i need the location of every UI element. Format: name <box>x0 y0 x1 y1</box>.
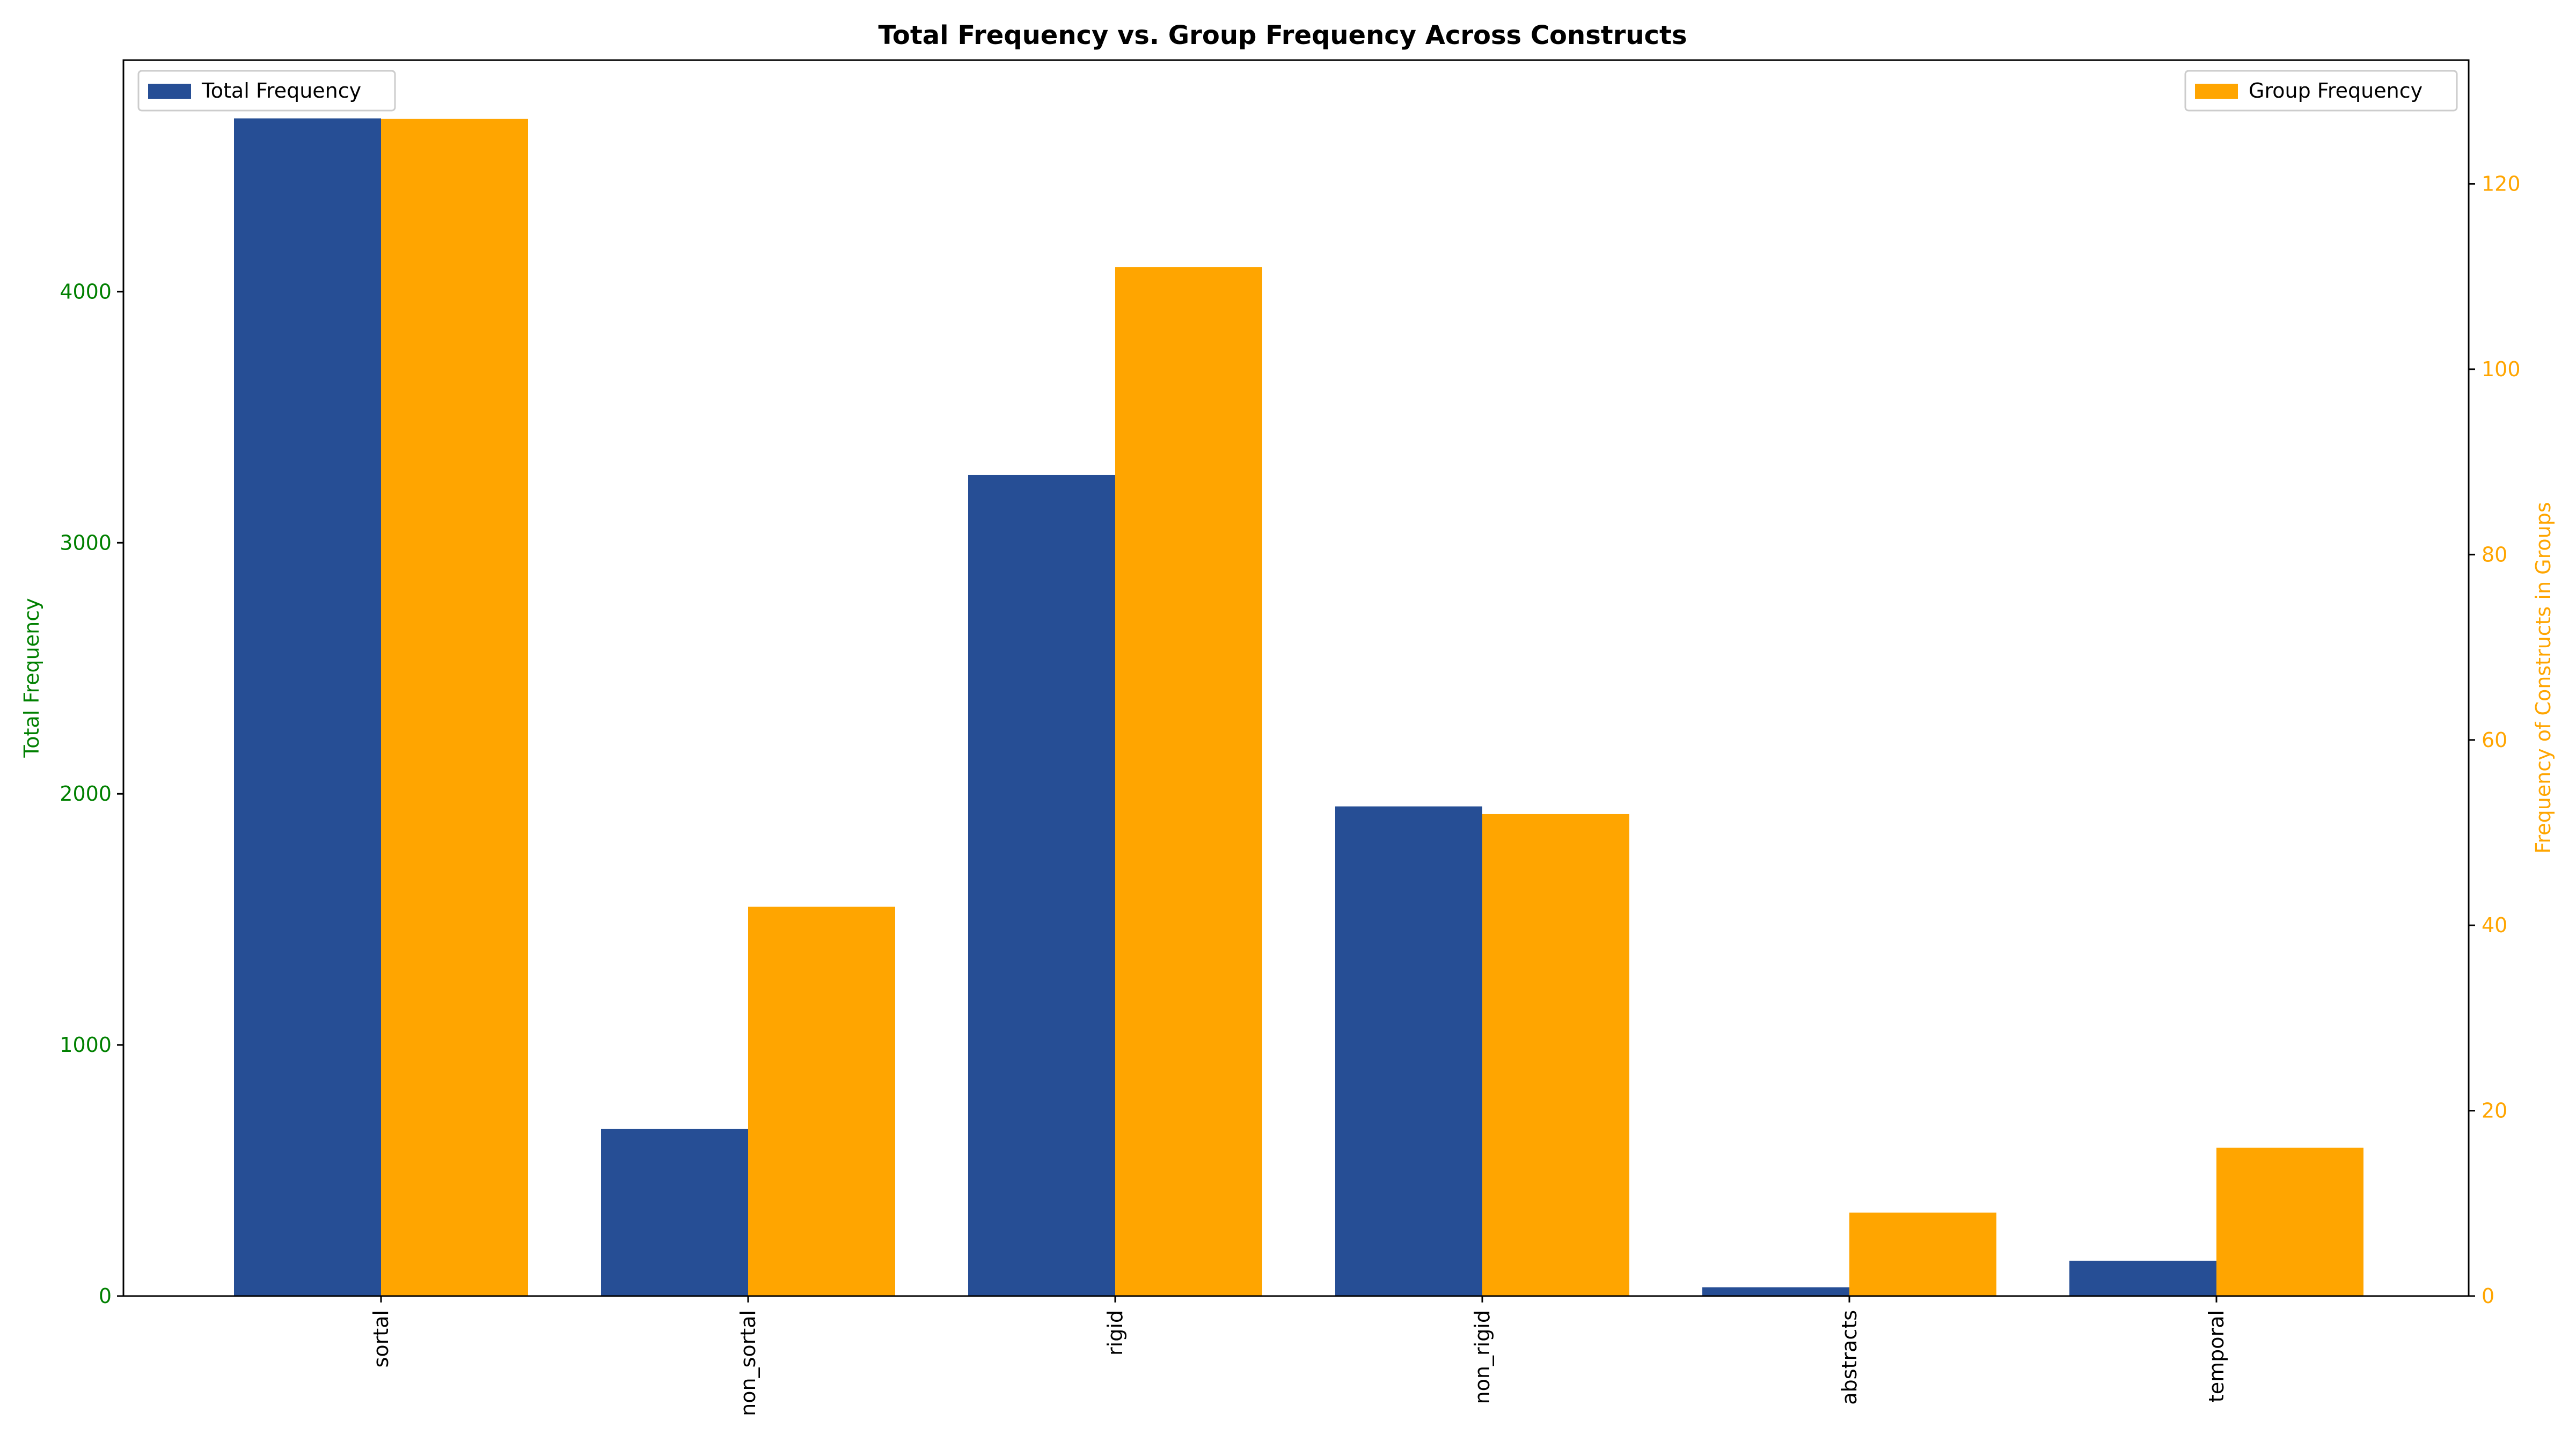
x-tick-label-sortal: sortal <box>369 1310 393 1367</box>
bar-total-frequency-abstracts <box>1702 1287 1849 1296</box>
y-tick-label-right: 80 <box>2482 543 2507 566</box>
y-tick-label-right: 100 <box>2482 357 2521 381</box>
y-axis-label-right: Frequency of Constructs in Groups <box>2531 502 2555 853</box>
x-tick-label-temporal: temporal <box>2205 1310 2228 1402</box>
x-tick-label-non-rigid: non_rigid <box>1470 1310 1494 1404</box>
legend-swatch-group-frequency <box>2195 84 2238 99</box>
bar-total-frequency-non-sortal <box>601 1129 748 1296</box>
y-tick-label-right: 40 <box>2482 913 2507 937</box>
bar-group-frequency-temporal <box>2216 1147 2363 1296</box>
bar-total-frequency-rigid <box>968 474 1115 1297</box>
y-axis-label-left: Total Frequency <box>20 598 43 758</box>
legend-swatch-total-frequency <box>148 84 191 99</box>
y-tick-label-right: 60 <box>2482 728 2507 752</box>
legend-total-frequency: Total Frequency <box>137 70 396 112</box>
y-tick-label-right: 120 <box>2482 172 2521 196</box>
bar-group-frequency-sortal <box>381 119 528 1296</box>
x-tick-label-abstracts: abstracts <box>1838 1310 1861 1405</box>
bar-total-frequency-non-rigid <box>1335 806 1482 1296</box>
bar-total-frequency-sortal <box>234 118 381 1296</box>
plot-area-frame <box>122 59 2470 1297</box>
bar-group-frequency-non-sortal <box>748 906 895 1296</box>
bar-group-frequency-rigid <box>1115 267 1262 1296</box>
y-tick-label-left: 4000 <box>60 280 112 303</box>
y-tick-label-left: 2000 <box>60 782 112 806</box>
y-tick-label-right: 20 <box>2482 1099 2507 1123</box>
chart-title: Total Frequency vs. Group Frequency Acro… <box>878 20 1687 50</box>
bar-group-frequency-non-rigid <box>1482 814 1629 1296</box>
bar-group-frequency-abstracts <box>1849 1212 1996 1296</box>
x-tick-label-rigid: rigid <box>1103 1310 1127 1356</box>
legend-group-frequency: Group Frequency <box>2184 70 2458 112</box>
legend-label-total-frequency: Total Frequency <box>201 79 361 103</box>
legend-label-group-frequency: Group Frequency <box>2249 79 2423 103</box>
y-tick-label-left: 1000 <box>60 1033 112 1057</box>
y-tick-label-left: 0 <box>99 1284 112 1308</box>
x-tick-label-non-sortal: non_sortal <box>736 1310 760 1416</box>
y-tick-label-left: 3000 <box>60 531 112 554</box>
bar-total-frequency-temporal <box>2069 1261 2216 1296</box>
y-tick-label-right: 0 <box>2482 1284 2494 1308</box>
